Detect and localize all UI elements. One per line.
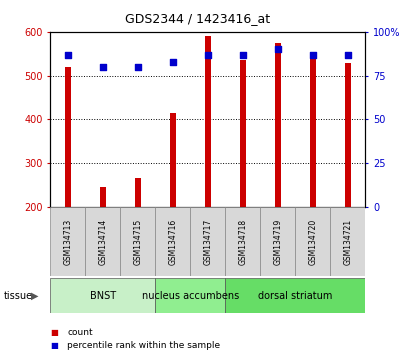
Bar [345,63,351,207]
Text: GSM134715: GSM134715 [134,218,142,265]
Bar [295,207,331,276]
Bar [260,207,295,276]
Text: GSM134719: GSM134719 [273,218,282,265]
Point [134,64,141,70]
Point [65,52,71,57]
Point [275,47,281,52]
Text: GSM134717: GSM134717 [203,218,213,265]
Point [205,52,211,57]
Bar [240,60,246,207]
Bar [121,207,155,276]
Text: dorsal striatum: dorsal striatum [258,291,333,301]
Point [100,64,106,70]
Text: GSM134718: GSM134718 [239,218,247,265]
Bar [155,278,226,313]
Point [239,52,246,57]
Text: GSM134720: GSM134720 [308,218,318,265]
Bar [310,54,316,207]
Point [344,52,351,57]
Text: BNST: BNST [90,291,116,301]
Bar [85,207,121,276]
Text: GSM134714: GSM134714 [98,218,108,265]
Text: ▶: ▶ [31,291,39,301]
Bar [205,36,211,207]
Text: ■: ■ [50,341,58,350]
Text: count: count [67,327,93,337]
Bar [170,113,176,207]
Text: nucleus accumbens: nucleus accumbens [142,291,239,301]
Text: percentile rank within the sample: percentile rank within the sample [67,341,220,350]
Bar [65,67,71,207]
Bar [331,207,365,276]
Text: ■: ■ [50,327,58,337]
Text: tissue: tissue [4,291,33,301]
Text: GSM134721: GSM134721 [344,218,352,265]
Bar [50,278,155,313]
Bar [226,207,260,276]
Bar [155,207,190,276]
Bar [100,187,106,207]
Point [170,59,176,64]
Text: GDS2344 / 1423416_at: GDS2344 / 1423416_at [125,12,270,25]
Point [310,52,316,57]
Text: GSM134716: GSM134716 [168,218,177,265]
Bar [275,43,281,207]
Bar [190,207,226,276]
Bar [135,178,141,207]
Text: GSM134713: GSM134713 [63,218,72,265]
Bar [226,278,365,313]
Bar [50,207,85,276]
